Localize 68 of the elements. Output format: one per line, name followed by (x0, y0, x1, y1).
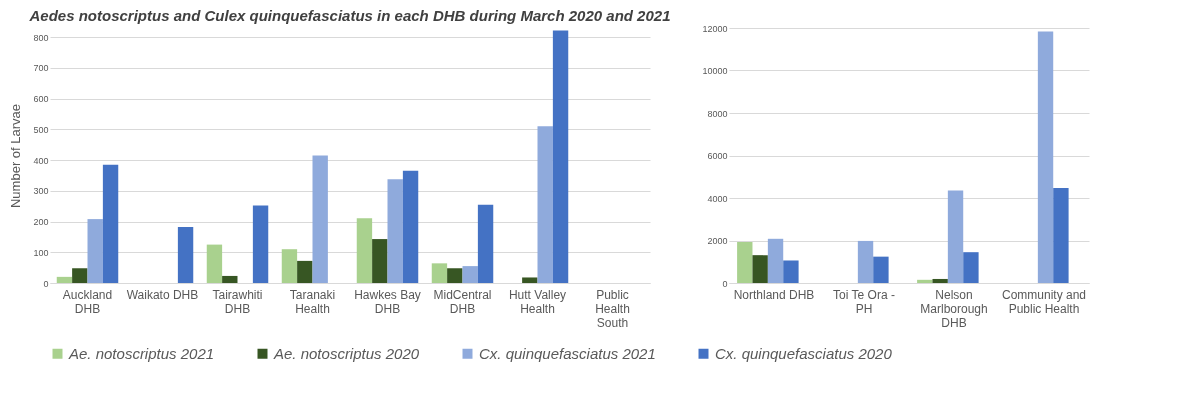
bar (477, 204, 494, 283)
bar (963, 252, 979, 283)
bar (1053, 188, 1069, 283)
y-tick-label: 600 (33, 94, 49, 105)
y-tick-label: 700 (33, 63, 49, 74)
bar (372, 239, 388, 283)
bar (87, 219, 103, 283)
bar (873, 256, 889, 283)
bar (522, 277, 538, 283)
x-tick-label: Community and Public Health (1001, 287, 1087, 316)
y-tick-label: 12000 (702, 23, 728, 34)
bar (932, 278, 948, 283)
bar (222, 275, 238, 283)
bar (356, 218, 373, 283)
bar (206, 244, 223, 283)
bar (1037, 31, 1054, 283)
y-tick-label: 100 (33, 247, 49, 258)
y-axis-title: Number of Larvae (8, 103, 24, 209)
y-tick-label: 8000 (707, 108, 728, 119)
bar (917, 279, 933, 283)
y-tick-label: 2000 (707, 236, 728, 246)
y-tick-label: 6000 (707, 151, 728, 161)
y-tick-label: 0 (722, 278, 728, 289)
bar (552, 30, 569, 283)
bar (462, 266, 478, 283)
y-tick-label: 0 (43, 278, 49, 289)
bar (783, 260, 799, 283)
x-tick-label: Public Health South (595, 287, 630, 330)
x-tick-label: Northland DHB (733, 287, 815, 302)
x-tick-label: Waikato DHB (126, 287, 199, 302)
x-tick-label: Toi Te Ora - PH (833, 287, 895, 316)
x-tick-label: Taranaki Health (289, 287, 336, 316)
x-tick-label: Hutt Valley Health (508, 287, 567, 316)
y-tick-label: 800 (33, 32, 49, 43)
y-tick-label: 300 (33, 186, 49, 197)
legend-label: Cx. quinquefasciatus 2021 (479, 344, 656, 362)
y-tick-label: 400 (33, 155, 49, 166)
bar (857, 240, 874, 283)
bar (312, 155, 328, 283)
chart-title: Aedes notoscriptus and Culex quinquefasciatus in each DHB during March 2020 and 2021 (28, 7, 671, 24)
legend-label: Ae. notoscriptus 2020 (273, 344, 420, 362)
legend-label: Cx. quinquefasciatus 2020 (715, 344, 893, 362)
bar (537, 126, 553, 283)
legend-label: Ae. notoscriptus 2021 (68, 344, 215, 362)
x-tick-label: Nelson Marlborough DHB (920, 287, 988, 330)
bar (387, 179, 403, 283)
y-tick-label: 4000 (707, 193, 728, 204)
y-tick-label: 10000 (702, 66, 728, 76)
x-tick-label: Hawkes Bay DHB (354, 287, 421, 316)
x-tick-label: Tairawhiti DHB (212, 287, 263, 316)
x-tick-label: Auckland DHB (62, 287, 113, 316)
bar (431, 263, 448, 283)
bar (281, 249, 298, 283)
bar (947, 190, 964, 283)
bar (297, 260, 313, 283)
bar (72, 268, 88, 283)
bar (252, 205, 269, 283)
bar (767, 238, 784, 283)
bar (177, 227, 194, 283)
y-tick-label: 500 (33, 124, 49, 135)
bar (737, 241, 753, 283)
bar (102, 164, 119, 283)
bar (447, 268, 463, 283)
bar (56, 276, 73, 283)
x-tick-label: MidCentral DHB (433, 287, 492, 316)
y-tick-label: 200 (33, 217, 49, 228)
bar (752, 255, 768, 283)
bar (402, 170, 419, 283)
